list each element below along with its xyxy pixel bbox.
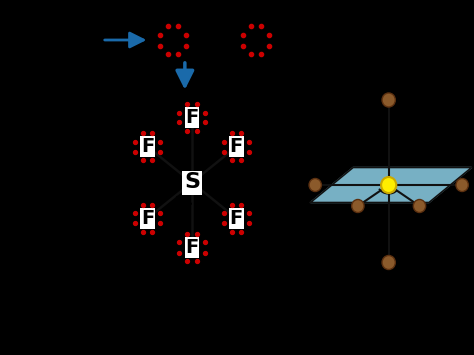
Text: F: F	[249, 30, 263, 50]
Text: F: F	[185, 108, 199, 127]
Circle shape	[382, 256, 395, 269]
Text: 6: 6	[223, 30, 237, 50]
Text: +: +	[194, 28, 214, 52]
Text: VSEPR: VSEPR	[9, 63, 64, 78]
Text: θ=: θ=	[59, 175, 82, 190]
Bar	[0, 334, 474, 355]
Circle shape	[352, 200, 364, 213]
Text: F: F	[230, 209, 243, 228]
Circle shape	[309, 179, 321, 191]
Text: F: F	[185, 238, 199, 257]
Polygon shape	[310, 168, 472, 202]
Text: ?: ?	[91, 170, 104, 195]
Text: F: F	[141, 137, 154, 156]
Text: F: F	[230, 137, 243, 156]
Circle shape	[456, 179, 468, 191]
Circle shape	[381, 177, 396, 193]
Text: S: S	[184, 173, 200, 192]
Text: θ=90°: θ=90°	[337, 238, 384, 252]
Text: SF: SF	[17, 26, 57, 54]
Bar	[0, 0, 474, 17]
Text: F: F	[141, 209, 154, 228]
Circle shape	[413, 200, 426, 213]
Text: 6: 6	[55, 41, 67, 59]
Text: If planar: If planar	[2, 129, 69, 143]
Text: 6: 6	[36, 97, 45, 107]
Text: S: S	[165, 30, 181, 50]
Text: θ= 60°: θ= 60°	[2, 150, 55, 164]
Text: AX: AX	[9, 86, 32, 100]
Circle shape	[382, 93, 395, 107]
